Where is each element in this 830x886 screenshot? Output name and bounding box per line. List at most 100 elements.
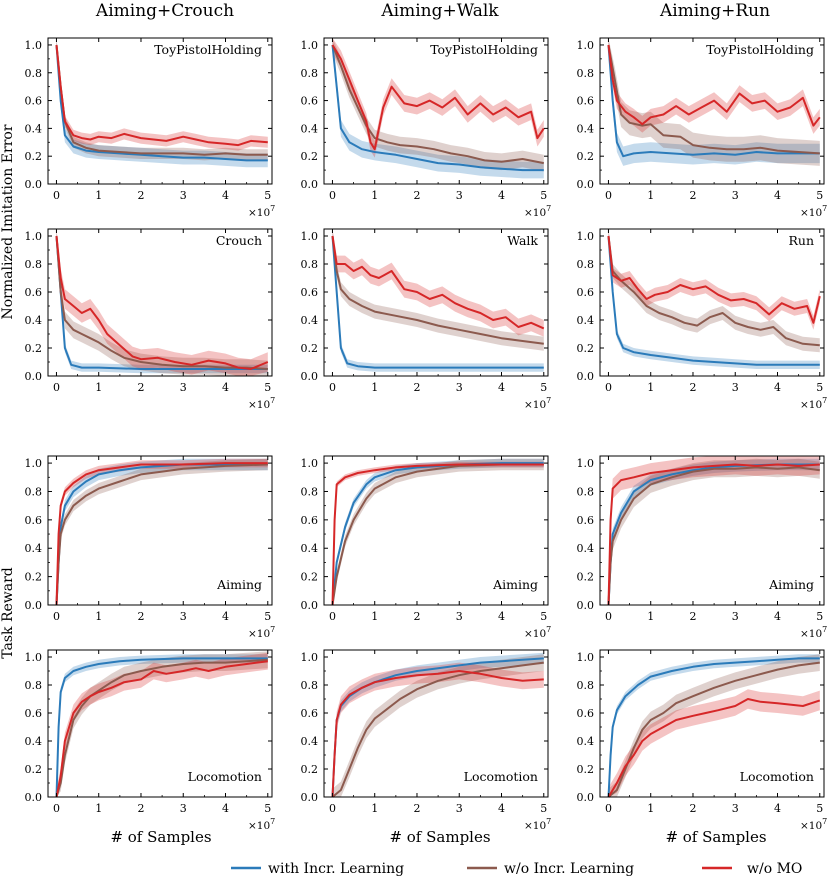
band-wo_incr xyxy=(56,229,268,376)
axes-frame xyxy=(47,228,273,377)
panel-imitation-1-2: 0.0 0.2 0.4 0.6 0.8 1.0 0 1 2 3 4 5 ×107 Run xyxy=(577,228,827,411)
series-line-wo_incr xyxy=(607,466,820,606)
y-tick-label: 0.0 xyxy=(301,791,319,804)
x-exponent-label: ×107 xyxy=(524,817,551,832)
panel-label: Aiming xyxy=(216,577,262,592)
band-with_incr xyxy=(332,38,544,179)
y-tick-label: 1.0 xyxy=(25,457,43,470)
x-exponent-label: ×107 xyxy=(524,396,551,411)
x-tick-label: 1 xyxy=(647,802,654,815)
y-tick-label: 1.0 xyxy=(301,39,319,52)
panel-label: Crouch xyxy=(216,233,262,248)
x-tick-label: 1 xyxy=(371,802,378,815)
y-tick-label: 0.4 xyxy=(577,542,595,555)
x-tick-label: 5 xyxy=(540,610,547,623)
y-tick-label: 0.4 xyxy=(25,314,43,327)
y-tick-label: 0.6 xyxy=(25,286,43,299)
x-label-col2: # of Samples xyxy=(665,828,766,846)
x-tick-label: 1 xyxy=(371,381,378,394)
x-tick-label: 3 xyxy=(180,610,187,623)
axes-frame xyxy=(47,455,273,606)
x-tick-label: 1 xyxy=(95,381,102,394)
x-tick-label: 5 xyxy=(264,610,271,623)
x-tick-label: 1 xyxy=(371,189,378,202)
y-tick-label: 0.2 xyxy=(577,763,595,776)
y-tick-label: 0.0 xyxy=(25,791,43,804)
x-tick-label: 2 xyxy=(137,381,144,394)
y-tick-label: 1.0 xyxy=(577,651,595,664)
x-tick-label: 1 xyxy=(371,610,378,623)
y-tick-label: 0.2 xyxy=(25,571,43,584)
y-tick-label: 0.4 xyxy=(301,735,319,748)
y-tick-label: 0.2 xyxy=(301,571,319,584)
y-tick-label: 0.8 xyxy=(301,485,319,498)
y-tick-label: 0.0 xyxy=(25,599,43,612)
series-line-wo_incr xyxy=(607,44,820,155)
panel-imitation-1-0: 0.0 0.2 0.4 0.6 0.8 1.0 0 1 2 3 4 5 ×107 Crouch xyxy=(25,228,275,411)
panel-reward-2-2: 0.0 0.2 0.4 0.6 0.8 1.0 0 1 2 3 4 5 ×107 Aiming xyxy=(577,455,827,640)
x-tick-label: 5 xyxy=(816,189,823,202)
series-line-wo_mo xyxy=(607,235,821,324)
y-tick-label: 0.8 xyxy=(577,258,595,271)
y-tick-label: 0.0 xyxy=(301,370,319,383)
y-tick-label: 0.4 xyxy=(577,122,595,135)
x-tick-label: 0 xyxy=(53,802,60,815)
x-tick-label: 3 xyxy=(456,381,463,394)
x-tick-label: 2 xyxy=(689,189,696,202)
y-tick-label: 0.8 xyxy=(301,679,319,692)
y-tick-label: 1.0 xyxy=(301,230,319,243)
series-line-wo_incr xyxy=(55,235,268,370)
y-tick-label: 0.0 xyxy=(301,599,319,612)
x-tick-label: 3 xyxy=(456,802,463,815)
x-tick-label: 2 xyxy=(689,610,696,623)
x-tick-label: 0 xyxy=(605,189,612,202)
y-tick-label: 0.4 xyxy=(301,542,319,555)
y-tick-label: 1.0 xyxy=(25,39,43,52)
y-tick-label: 0.0 xyxy=(25,178,43,191)
x-tick-label: 3 xyxy=(180,802,187,815)
series-line-wo_incr xyxy=(607,235,820,347)
y-tick-label: 0.2 xyxy=(301,763,319,776)
x-tick-label: 0 xyxy=(605,381,612,394)
x-tick-label: 5 xyxy=(540,381,547,394)
x-tick-label: 4 xyxy=(222,802,229,815)
y-label-reward: Task Reward xyxy=(0,567,16,659)
series-line-with_incr xyxy=(55,657,268,798)
series-line-with_incr xyxy=(55,44,268,162)
legend-label-with-incr: with Incr. Learning xyxy=(268,861,404,877)
series-line-wo_incr xyxy=(331,44,544,165)
y-tick-label: 0.8 xyxy=(25,258,43,271)
axes-frame xyxy=(599,37,825,185)
y-tick-label: 1.0 xyxy=(25,230,43,243)
x-tick-label: 5 xyxy=(816,802,823,815)
x-exponent-label: ×107 xyxy=(248,625,275,640)
x-tick-label: 2 xyxy=(413,381,420,394)
x-tick-label: 3 xyxy=(180,381,187,394)
y-label-imitation: Normalized Imitation Error xyxy=(0,124,16,319)
y-tick-label: 0.0 xyxy=(301,178,319,191)
y-tick-label: 0.0 xyxy=(577,178,595,191)
legend: with Incr. Learning w/o Incr. Learning w… xyxy=(231,861,802,877)
x-tick-label: 5 xyxy=(264,381,271,394)
axes-frame xyxy=(47,649,273,798)
x-exponent-label: ×107 xyxy=(248,396,275,411)
y-tick-label: 0.2 xyxy=(301,342,319,355)
axes-frame xyxy=(599,649,825,798)
panel-label: Aiming xyxy=(768,577,814,592)
x-tick-label: 5 xyxy=(540,802,547,815)
x-tick-label: 0 xyxy=(53,189,60,202)
x-exponent-label: ×107 xyxy=(524,625,551,640)
x-tick-label: 0 xyxy=(605,610,612,623)
y-tick-label: 0.6 xyxy=(301,514,319,527)
x-tick-label: 1 xyxy=(647,610,654,623)
x-tick-label: 1 xyxy=(647,381,654,394)
series-line-wo_mo xyxy=(331,670,544,798)
y-tick-label: 0.6 xyxy=(25,95,43,108)
x-tick-label: 4 xyxy=(774,610,781,623)
y-tick-label: 0.2 xyxy=(25,150,43,163)
panel-imitation-0-0: 0.0 0.2 0.4 0.6 0.8 1.0 0 1 2 3 4 5 ×107 ToyPistolHol… xyxy=(25,37,275,219)
band-wo_incr xyxy=(608,654,820,797)
panel-reward-3-2: 0.0 0.2 0.4 0.6 0.8 1.0 0 1 2 3 4 5 ×107 Locomotion xyxy=(577,649,827,832)
panel-label: Walk xyxy=(507,233,538,248)
